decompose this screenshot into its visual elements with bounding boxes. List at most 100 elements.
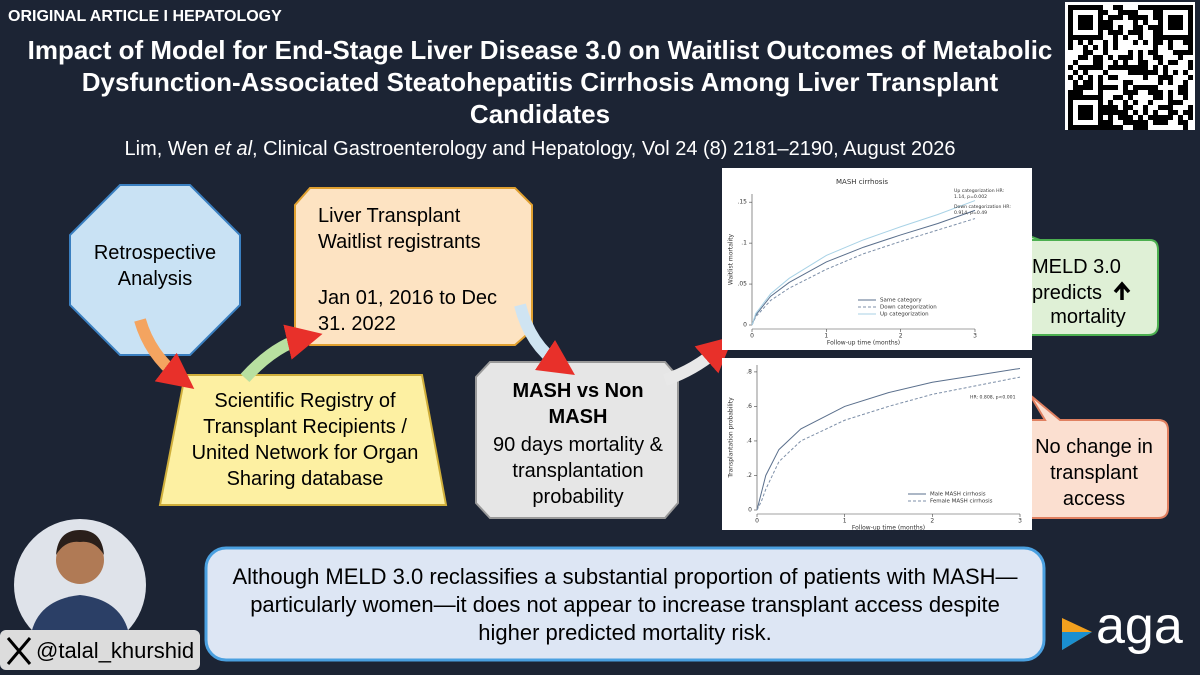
qr-cell bbox=[1078, 25, 1083, 30]
population-box bbox=[294, 187, 533, 346]
qr-cell bbox=[1178, 35, 1183, 40]
qr-cell bbox=[1128, 105, 1133, 110]
handle: @talal_khurshid bbox=[36, 638, 195, 663]
qr-cell bbox=[1173, 60, 1178, 65]
qr-cell bbox=[1068, 95, 1073, 100]
qr-cell bbox=[1068, 25, 1073, 30]
qr-cell bbox=[1083, 25, 1088, 30]
qr-cell bbox=[1098, 110, 1103, 115]
legend-label: Male MASH cirrhosis bbox=[930, 492, 986, 498]
qr-cell bbox=[1098, 100, 1103, 105]
qr-cell bbox=[1068, 100, 1073, 105]
qr-cell bbox=[1088, 75, 1093, 80]
qr-cell bbox=[1158, 40, 1163, 45]
callout-access-text: No change in transplant access bbox=[1035, 436, 1153, 510]
citation: Lim, Wen et al, Clinical Gastroenterolog… bbox=[30, 138, 1050, 161]
qr-cell bbox=[1108, 25, 1113, 30]
qr-cell bbox=[1083, 95, 1088, 100]
qr-cell bbox=[1118, 110, 1123, 115]
qr-cell bbox=[1068, 10, 1073, 15]
qr-cell bbox=[1148, 85, 1153, 90]
qr-cell bbox=[1073, 70, 1078, 75]
qr-cell bbox=[1078, 65, 1083, 70]
legend-label: Same category bbox=[880, 298, 922, 304]
qr-cell bbox=[1103, 85, 1108, 90]
qr-cell bbox=[1083, 50, 1088, 55]
qr-cell bbox=[1188, 110, 1193, 115]
qr-cell bbox=[1138, 30, 1143, 35]
qr-cell bbox=[1088, 20, 1093, 25]
qr-cell bbox=[1133, 10, 1138, 15]
qr-cell bbox=[1183, 50, 1188, 55]
qr-cell bbox=[1133, 70, 1138, 75]
qr-cell bbox=[1078, 95, 1083, 100]
qr-cell bbox=[1108, 85, 1113, 90]
source: , Clinical Gastroenterology and Hepatolo… bbox=[252, 138, 956, 160]
qr-cell bbox=[1163, 65, 1168, 70]
qr-cell bbox=[1068, 90, 1073, 95]
qr-cell bbox=[1083, 65, 1088, 70]
qr-cell bbox=[1103, 120, 1108, 125]
qr-cell bbox=[1173, 15, 1178, 20]
qr-cell bbox=[1128, 55, 1133, 60]
qr-cell bbox=[1108, 125, 1113, 130]
qr-cell bbox=[1153, 15, 1158, 20]
qr-cell bbox=[1128, 50, 1133, 55]
qr-cell bbox=[1133, 90, 1138, 95]
qr-cell bbox=[1128, 115, 1133, 120]
qr-cell bbox=[1123, 90, 1128, 95]
qr-cell bbox=[1078, 115, 1083, 120]
qr-cell bbox=[1083, 45, 1088, 50]
x-tick-label: 1 bbox=[824, 333, 828, 340]
qr-cell bbox=[1093, 60, 1098, 65]
qr-cell bbox=[1113, 45, 1118, 50]
qr-cell bbox=[1088, 25, 1093, 30]
qr-cell bbox=[1093, 35, 1098, 40]
qr-cell bbox=[1113, 125, 1118, 130]
y-tick-label: .6 bbox=[746, 403, 752, 410]
qr-cell bbox=[1113, 5, 1118, 10]
qr-cell bbox=[1098, 75, 1103, 80]
qr-cell bbox=[1168, 45, 1173, 50]
qr-cell bbox=[1168, 40, 1173, 45]
qr-cell bbox=[1173, 20, 1178, 25]
qr-cell bbox=[1128, 90, 1133, 95]
et-al: et al bbox=[214, 138, 253, 160]
qr-cell bbox=[1153, 5, 1158, 10]
population-line: Liver Transplant Waitlist registrants bbox=[318, 205, 481, 253]
qr-cell bbox=[1148, 70, 1153, 75]
x-tick-label: 2 bbox=[930, 518, 934, 525]
qr-cell bbox=[1088, 35, 1093, 40]
qr-cell bbox=[1188, 115, 1193, 120]
qr-cell bbox=[1103, 40, 1108, 45]
qr-cell bbox=[1123, 60, 1128, 65]
qr-cell bbox=[1183, 40, 1188, 45]
qr-cell bbox=[1118, 10, 1123, 15]
qr-cell bbox=[1113, 85, 1118, 90]
qr-cell bbox=[1153, 70, 1158, 75]
series-line bbox=[756, 367, 1021, 511]
qr-cell bbox=[1118, 30, 1123, 35]
trapezoid bbox=[158, 374, 448, 506]
y-tick-label: .15 bbox=[737, 199, 747, 206]
authors: Lim, Wen bbox=[124, 138, 209, 160]
qr-cell bbox=[1068, 45, 1073, 50]
callout-text: MELD 3.0 predicts bbox=[1032, 256, 1121, 304]
qr-cell bbox=[1128, 10, 1133, 15]
qr-cell bbox=[1103, 70, 1108, 75]
qr-cell bbox=[1133, 65, 1138, 70]
x-axis-label: Follow-up time (months) bbox=[852, 525, 925, 531]
comparison-heading: MASH vs Non MASH bbox=[512, 380, 644, 428]
qr-cell bbox=[1178, 5, 1183, 10]
qr-cell bbox=[1143, 125, 1148, 130]
qr-cell bbox=[1173, 25, 1178, 30]
qr-cell bbox=[1153, 35, 1158, 40]
legend-label: Female MASH cirrhosis bbox=[930, 499, 993, 505]
chart: 0 .2 .4 .6 .8 0 1 2 3 Follow-up time (months) Tran… bbox=[722, 358, 1032, 530]
x-axis-label: Follow-up time (months) bbox=[827, 340, 900, 347]
qr-cell bbox=[1178, 50, 1183, 55]
qr-cell bbox=[1078, 110, 1083, 115]
y-tick-label: .4 bbox=[746, 437, 752, 444]
qr-cell bbox=[1158, 90, 1163, 95]
